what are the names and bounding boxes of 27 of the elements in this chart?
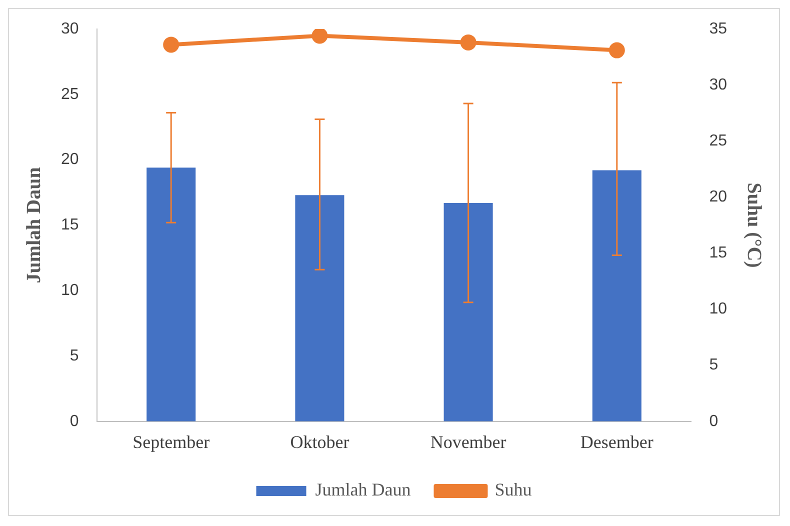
- x-tick-label: November: [430, 432, 506, 452]
- y2-tick-label: 15: [709, 244, 728, 262]
- y-tick-label: 30: [61, 20, 79, 38]
- y2-tick-label: 20: [709, 188, 728, 206]
- x-tick-label: Oktober: [290, 432, 350, 452]
- y2-tick-label: 30: [709, 76, 728, 94]
- bar: [295, 195, 344, 422]
- y-tick-label: 25: [61, 86, 79, 103]
- y-tick-label: 5: [70, 347, 79, 364]
- bar: [146, 168, 196, 422]
- y-tick-label: 0: [70, 412, 79, 430]
- y2-tick-label: 35: [709, 20, 728, 38]
- bar: [592, 170, 642, 422]
- legend-label: Suhu: [494, 480, 532, 500]
- y2-tick-label: 5: [709, 356, 718, 374]
- x-tick-label: September: [132, 432, 210, 452]
- y2-tick-label: 0: [709, 412, 718, 430]
- y2-axis-title: Suhu (°C): [742, 182, 765, 268]
- y2-tick-label: 25: [709, 132, 728, 150]
- y-axis-title: Jumlah Daun: [23, 167, 46, 284]
- y2-tick-label: 10: [709, 300, 728, 318]
- y-tick-label: 10: [61, 282, 79, 300]
- legend-label: Jumlah Daun: [315, 480, 411, 500]
- y-tick-label: 20: [61, 151, 79, 168]
- bar: [444, 202, 493, 422]
- x-tick-label: Desember: [580, 432, 654, 452]
- y-tick-label: 15: [61, 216, 79, 234]
